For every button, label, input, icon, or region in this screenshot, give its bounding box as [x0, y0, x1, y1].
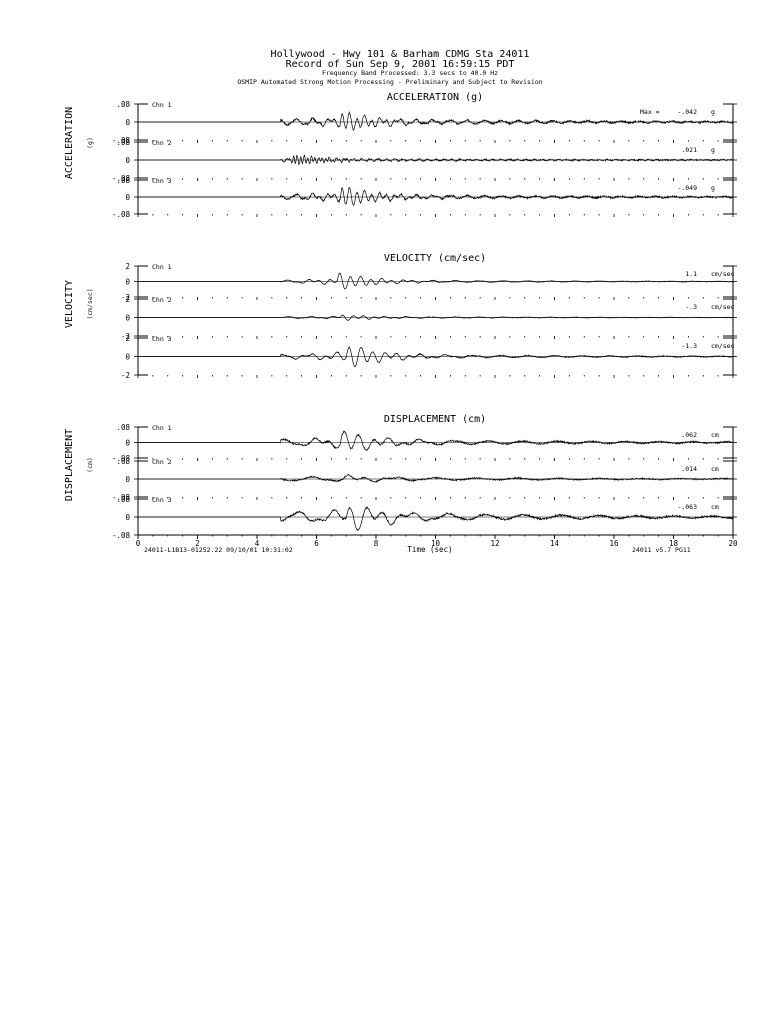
y-tick-label: 2: [125, 295, 130, 304]
peak-unit: cm: [711, 465, 719, 473]
series-trace: [138, 110, 734, 131]
y-tick-label: -.08: [112, 531, 131, 540]
peak-value: .014: [681, 465, 697, 473]
y-tick-label: 0: [125, 475, 130, 484]
x-tick-label: 6: [314, 539, 319, 548]
y-tick-label: 0: [125, 278, 130, 287]
y-axis-label: VELOCITY: [64, 280, 75, 328]
processing-note: OSMIP Automated Strong Motion Processing…: [237, 78, 542, 86]
frequency-band: Frequency Band Processed: 3.3 secs to 40…: [322, 69, 498, 77]
panel-title: DISPLACEMENT (cm): [384, 414, 486, 425]
y-tick-label: .08: [116, 457, 130, 466]
peak-value: -.3: [685, 303, 697, 311]
peak-unit: cm/sec: [711, 303, 735, 311]
panel-title: VELOCITY (cm/sec): [384, 253, 486, 264]
peak-value: -.049: [677, 184, 697, 192]
station-title: Hollywood - Hwy 101 & Barham CDMG Sta 24…: [271, 49, 530, 60]
channel-label: Chn 3: [152, 177, 172, 185]
y-tick-label: 0: [125, 314, 130, 323]
peak-unit: g: [711, 146, 715, 154]
footer-left: 24011-L1B13-01252.22 09/10/01 10:31:02: [144, 546, 293, 554]
peak-unit: g: [711, 108, 715, 116]
y-tick-label: 0: [125, 353, 130, 362]
y-axis-unit: (cm): [86, 457, 94, 473]
channel-label: Chn 2: [152, 139, 172, 147]
y-tick-label: -2: [121, 371, 130, 380]
y-axis-label: DISPLACEMENT: [64, 429, 75, 501]
channel-label: Chn 1: [152, 101, 172, 109]
x-tick-label: 2: [195, 539, 200, 548]
y-tick-label: -.08: [112, 174, 131, 183]
peak-unit: cm: [711, 431, 719, 439]
y-tick-label: .08: [116, 423, 130, 432]
channel-label: Chn 3: [152, 496, 172, 504]
series-trace: [138, 506, 734, 531]
peak-value: -.042: [677, 108, 697, 116]
peak-unit: cm/sec: [711, 342, 735, 350]
peak-value: .062: [681, 431, 697, 439]
peak-value: -1.3: [681, 342, 697, 350]
x-tick-label: 20: [728, 539, 738, 548]
peak-unit: cm: [711, 503, 719, 511]
y-axis-unit: (cm/sec): [86, 288, 94, 319]
x-tick-label: 18: [669, 539, 679, 548]
peak-value: .021: [681, 146, 697, 154]
y-axis-unit: (g): [86, 137, 94, 149]
y-tick-label: 0: [125, 439, 130, 448]
x-axis-label: Time (sec): [407, 545, 452, 554]
series-trace: [138, 272, 734, 290]
footer-right: 24011 v5.7 PG11: [632, 546, 691, 554]
y-tick-label: .08: [116, 495, 130, 504]
max-label: Max =: [640, 108, 660, 116]
y-tick-label: -.08: [112, 136, 131, 145]
y-tick-label: .08: [116, 176, 130, 185]
x-tick-label: 0: [136, 539, 141, 548]
y-tick-label: -.08: [112, 210, 131, 219]
channel-label: Chn 3: [152, 335, 172, 343]
peak-value: -.063: [677, 503, 697, 511]
x-tick-label: 12: [490, 539, 499, 548]
y-tick-label: -2: [121, 332, 130, 341]
x-tick-label: 8: [374, 539, 379, 548]
y-tick-label: 0: [125, 156, 130, 165]
x-tick-label: 14: [550, 539, 560, 548]
x-tick-label: 16: [609, 539, 619, 548]
series-trace: [138, 154, 733, 165]
channel-label: Chn 1: [152, 424, 172, 432]
y-tick-label: .08: [116, 138, 130, 147]
series-trace: [138, 429, 733, 451]
peak-value: 1.1: [685, 270, 697, 278]
channel-label: Chn 2: [152, 296, 172, 304]
y-tick-label: .08: [116, 100, 130, 109]
peak-unit: g: [711, 184, 715, 192]
series-trace: [138, 346, 734, 368]
y-tick-label: -2: [121, 293, 130, 302]
channel-label: Chn 2: [152, 458, 172, 466]
y-axis-label: ACCELERATION: [64, 107, 75, 179]
y-tick-label: 0: [125, 118, 130, 127]
y-tick-label: 2: [125, 334, 130, 343]
channel-label: Chn 1: [152, 263, 172, 271]
y-tick-label: 0: [125, 193, 130, 202]
y-tick-label: -.08: [112, 493, 131, 502]
peak-unit: cm/sec: [711, 270, 735, 278]
panel-title: ACCELERATION (g): [387, 92, 483, 103]
y-tick-label: 0: [125, 513, 130, 522]
series-trace: [138, 314, 733, 321]
y-tick-label: 2: [125, 262, 130, 271]
series-trace: [138, 187, 734, 207]
y-tick-label: -.08: [112, 454, 131, 463]
series-trace: [138, 474, 734, 483]
record-date: Record of Sun Sep 9, 2001 16:59:15 PDT: [286, 59, 515, 70]
x-tick-label: 10: [431, 539, 441, 548]
x-tick-label: 4: [255, 539, 260, 548]
